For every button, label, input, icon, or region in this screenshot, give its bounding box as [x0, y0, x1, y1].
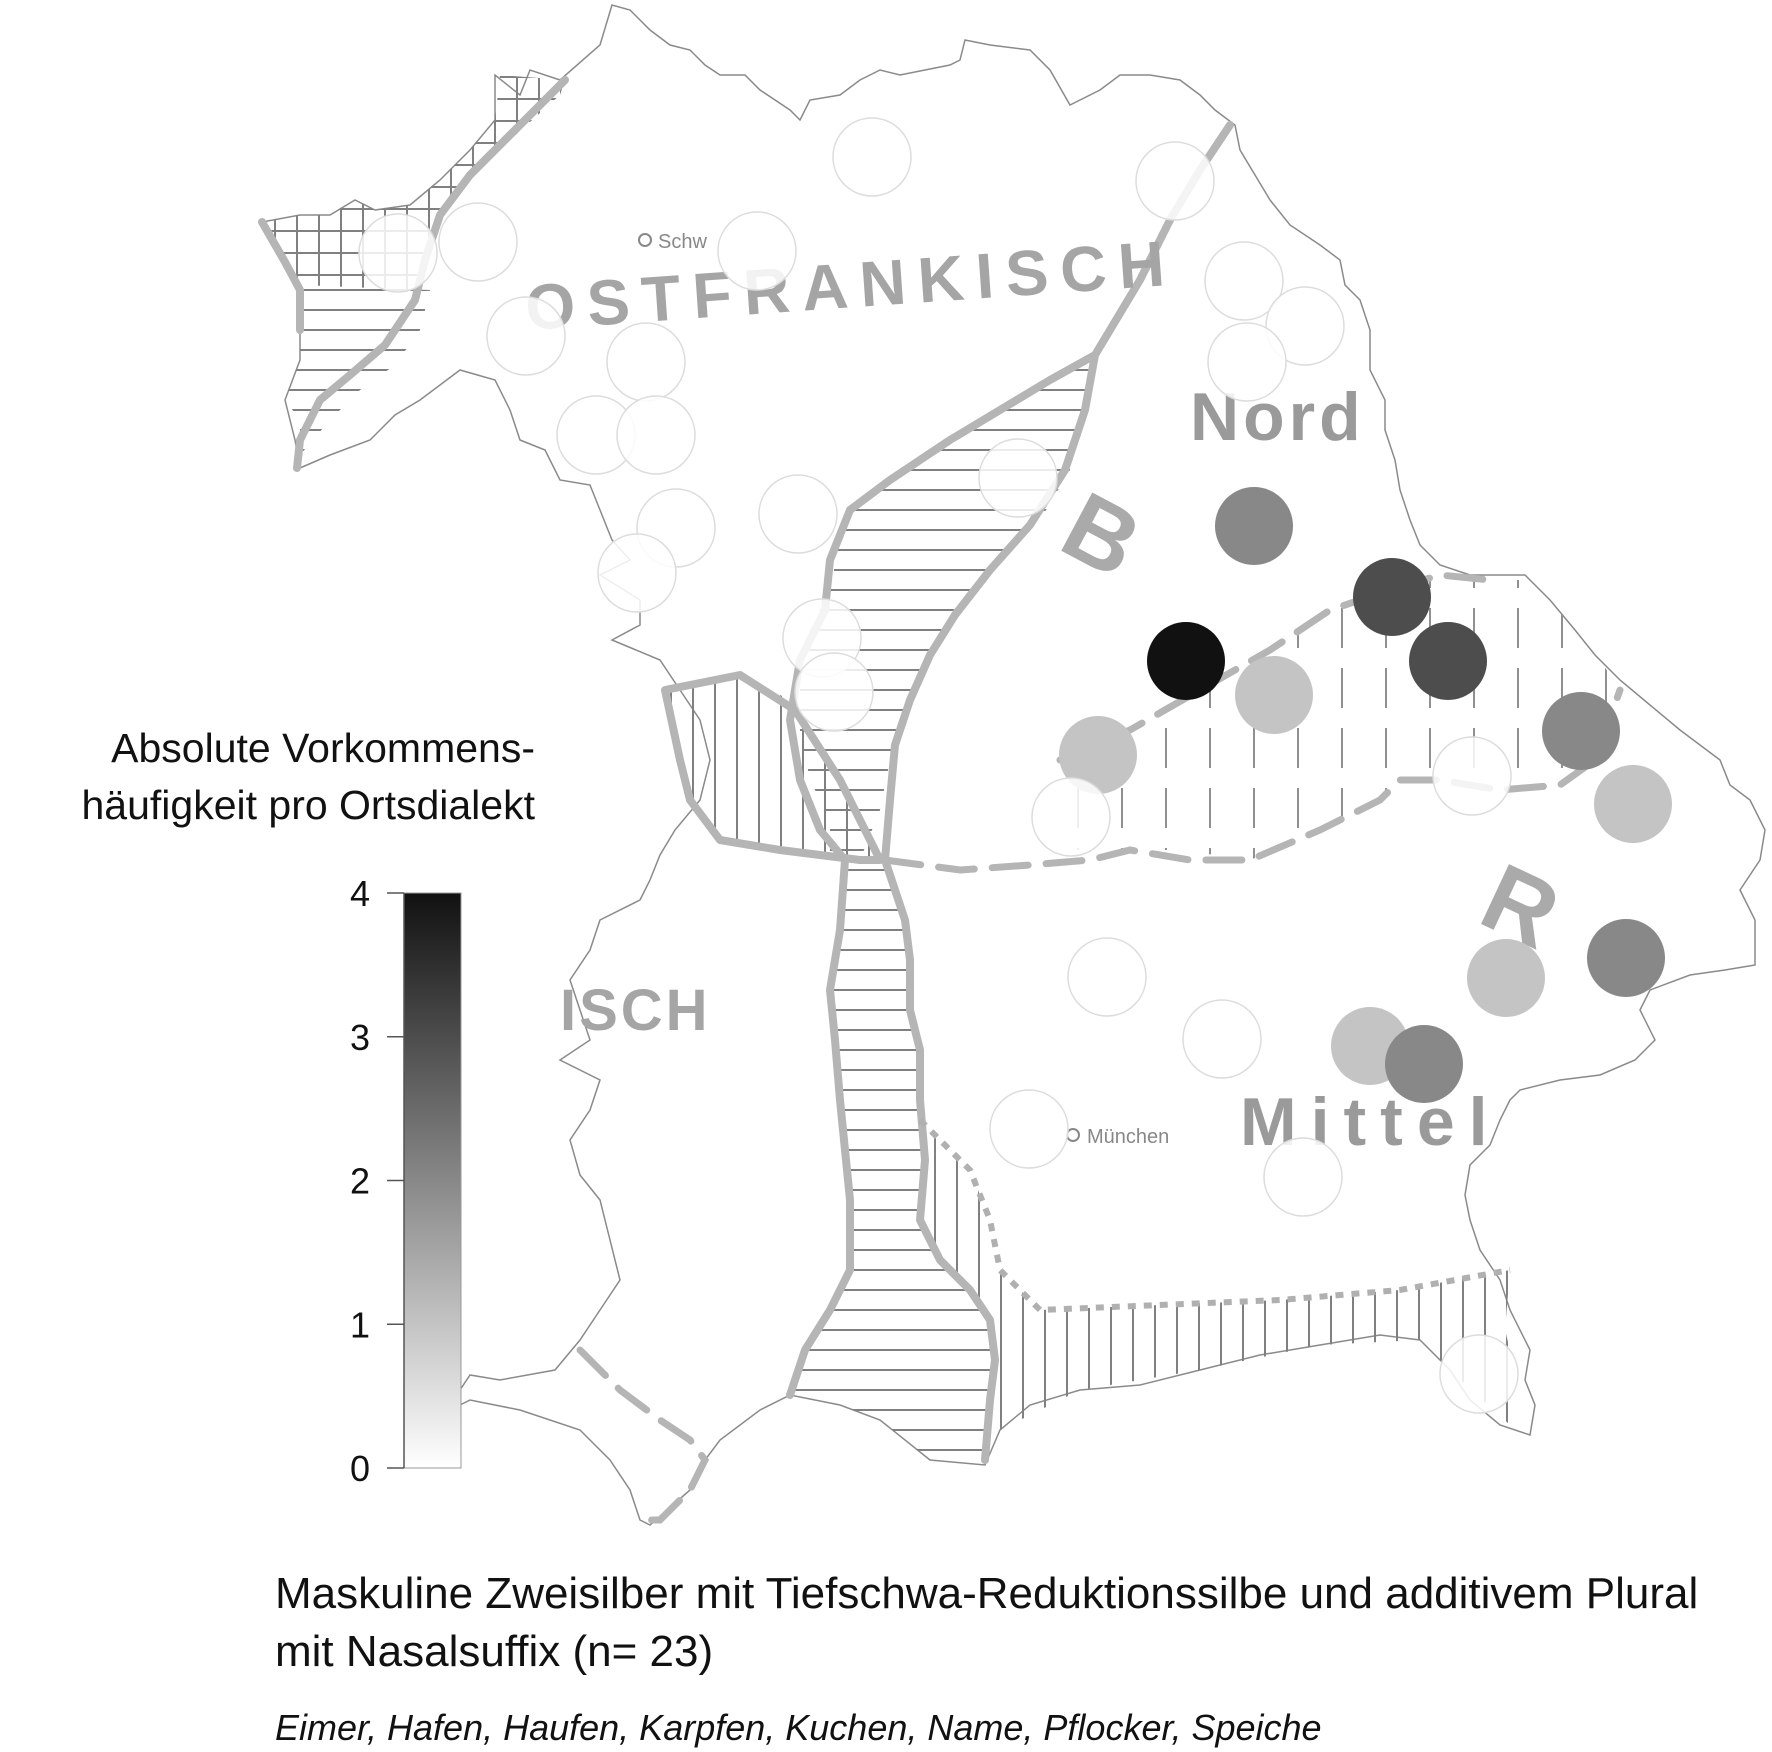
location-marker [1067, 937, 1147, 1017]
dashed-boundaries [576, 571, 1624, 1524]
map-caption-examples: Eimer, Hafen, Haufen, Karpfen, Kuchen, N… [275, 1707, 1322, 1748]
location-marker [978, 438, 1058, 518]
boundary-south-corridor-west [786, 856, 854, 1399]
label-city-muenchen: München [1087, 1126, 1169, 1148]
legend-tick-label: 4 [350, 873, 370, 914]
legend-tick-label: 2 [350, 1161, 370, 1202]
location-marker [1385, 1025, 1463, 1103]
location-marker [486, 296, 566, 376]
location-marker [758, 474, 838, 554]
location-marker [1207, 322, 1287, 402]
legend-gradient-bar [403, 892, 462, 1469]
location-marker [1215, 487, 1293, 565]
map-caption: Maskuline Zweisilber mit Tiefschwa-Reduk… [275, 1569, 1699, 1676]
location-marker [1147, 622, 1225, 700]
transition-zone-northwest-grid [265, 75, 565, 290]
legend-title-line2: häufigkeit pro Ortsdialekt [81, 782, 535, 828]
boundary-east-dashed-bottom [881, 686, 1624, 874]
boundary-central-east [881, 351, 1099, 864]
location-marker [1432, 736, 1512, 816]
location-marker [1135, 141, 1215, 221]
dialect-boundaries [258, 76, 1234, 1464]
legend-tick-label: 3 [350, 1017, 370, 1058]
location-marker [1182, 999, 1262, 1079]
boundary-southwest-dashed [576, 1346, 710, 1524]
location-marker [794, 652, 874, 732]
location-marker [1265, 286, 1345, 366]
city-dot-schw [638, 233, 652, 247]
location-marker [597, 533, 677, 613]
boundary-west-loop [661, 671, 884, 864]
legend-title: Absolute Vorkommens- häufigkeit pro Orts… [81, 720, 535, 834]
location-marker [1031, 777, 1111, 857]
location-marker [717, 211, 797, 291]
transition-zone-south-dotted [920, 1120, 1520, 1430]
label-city-schw: Schw [658, 231, 707, 253]
location-marker [438, 202, 518, 282]
location-marker [1409, 622, 1487, 700]
label-nord: Nord [1190, 379, 1365, 455]
location-marker [616, 395, 696, 475]
location-markers [358, 117, 1672, 1414]
location-marker [1353, 558, 1431, 636]
legend-colorbar: 0 1 2 3 4 [350, 873, 462, 1489]
location-marker [606, 322, 686, 402]
location-marker [1235, 656, 1313, 734]
location-marker [832, 117, 912, 197]
legend-ticks: 0 1 2 3 4 [350, 873, 404, 1489]
transition-zone-west-vertical [665, 675, 880, 860]
label-isch: ISCH [560, 978, 711, 1043]
location-marker [1204, 241, 1284, 321]
boundary-northwest-1 [293, 76, 569, 472]
location-marker [1059, 716, 1137, 794]
location-marker [1542, 692, 1620, 770]
location-marker [1587, 919, 1665, 997]
legend-tick-label: 0 [350, 1448, 370, 1489]
legend-tick-label: 1 [350, 1304, 370, 1345]
boundary-northwest-2 [258, 218, 304, 334]
boundary-central-west [786, 351, 1099, 864]
location-marker [358, 213, 438, 293]
location-marker [1439, 1334, 1519, 1414]
location-marker [1467, 939, 1545, 1017]
location-marker [1263, 1137, 1343, 1217]
location-marker [1594, 765, 1672, 843]
location-marker [989, 1089, 1069, 1169]
legend-title-line1: Absolute Vorkommens- [111, 725, 535, 771]
boundary-south-corridor-east [881, 856, 999, 1464]
boundary-east-dashed-top [1056, 571, 1494, 764]
transition-zone-south-corridor [790, 860, 995, 1460]
